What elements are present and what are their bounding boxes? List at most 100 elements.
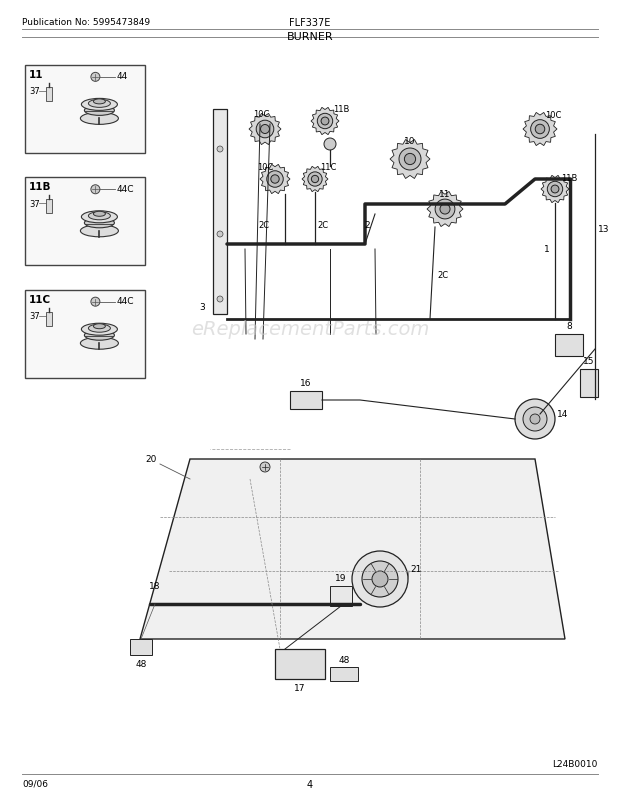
- Circle shape: [256, 121, 274, 139]
- Bar: [25, 290, 145, 379]
- Ellipse shape: [94, 324, 105, 330]
- Ellipse shape: [81, 338, 118, 350]
- Circle shape: [217, 232, 223, 237]
- Text: 44C: 44C: [117, 297, 135, 306]
- Text: 2C: 2C: [317, 221, 328, 229]
- Circle shape: [530, 415, 540, 424]
- Text: 11: 11: [29, 70, 43, 79]
- Polygon shape: [541, 176, 569, 204]
- Text: 09/06: 09/06: [22, 779, 48, 788]
- Bar: [275, 649, 325, 679]
- Text: L24B0010: L24B0010: [552, 759, 598, 768]
- Bar: [46, 312, 52, 326]
- Text: 37: 37: [29, 200, 40, 209]
- Text: 37: 37: [29, 87, 40, 96]
- Circle shape: [308, 172, 322, 187]
- Text: 2C: 2C: [259, 221, 270, 229]
- Text: 48: 48: [135, 659, 147, 668]
- Ellipse shape: [81, 212, 117, 224]
- Ellipse shape: [81, 99, 117, 111]
- Bar: [213, 110, 227, 314]
- Polygon shape: [260, 165, 290, 194]
- Text: 44C: 44C: [117, 184, 135, 193]
- Circle shape: [531, 120, 549, 140]
- Text: 48: 48: [339, 655, 350, 664]
- Text: 20: 20: [145, 455, 156, 464]
- Bar: [580, 370, 598, 398]
- Circle shape: [317, 114, 333, 130]
- Ellipse shape: [81, 225, 118, 237]
- Circle shape: [260, 463, 270, 472]
- Circle shape: [321, 118, 329, 126]
- Ellipse shape: [84, 330, 115, 341]
- Text: 11B: 11B: [561, 174, 577, 183]
- Ellipse shape: [81, 113, 118, 125]
- Circle shape: [535, 125, 545, 135]
- Text: 19: 19: [335, 573, 347, 582]
- Circle shape: [399, 149, 421, 171]
- Circle shape: [91, 298, 100, 307]
- Text: 16: 16: [300, 379, 312, 387]
- Text: 13: 13: [598, 225, 609, 234]
- Circle shape: [362, 561, 398, 597]
- Bar: [290, 391, 322, 410]
- Polygon shape: [311, 108, 339, 136]
- Text: 17: 17: [294, 683, 306, 692]
- Circle shape: [404, 154, 415, 165]
- Circle shape: [440, 205, 450, 215]
- Text: 8: 8: [566, 322, 572, 330]
- Ellipse shape: [89, 325, 110, 333]
- Ellipse shape: [81, 324, 117, 336]
- Circle shape: [217, 147, 223, 153]
- Circle shape: [217, 297, 223, 302]
- Text: 44: 44: [117, 72, 128, 81]
- Text: 10C: 10C: [253, 110, 269, 119]
- Circle shape: [547, 182, 563, 197]
- Text: 1: 1: [544, 245, 550, 254]
- Circle shape: [311, 176, 319, 184]
- Text: 11C: 11C: [29, 294, 51, 304]
- Polygon shape: [390, 140, 430, 180]
- Text: 18: 18: [149, 581, 161, 590]
- Polygon shape: [140, 460, 565, 639]
- Bar: [46, 200, 52, 214]
- Text: Publication No: 5995473849: Publication No: 5995473849: [22, 18, 150, 27]
- Circle shape: [91, 73, 100, 83]
- Circle shape: [515, 399, 555, 439]
- Ellipse shape: [89, 100, 110, 108]
- Ellipse shape: [84, 218, 115, 229]
- Text: 15: 15: [583, 357, 595, 366]
- Text: eReplacementParts.com: eReplacementParts.com: [191, 320, 429, 339]
- Ellipse shape: [94, 99, 105, 105]
- Text: 10C: 10C: [545, 111, 561, 119]
- Text: FLF337E: FLF337E: [290, 18, 330, 28]
- Circle shape: [324, 139, 336, 151]
- Text: 10: 10: [404, 137, 416, 146]
- Circle shape: [372, 571, 388, 587]
- Bar: [555, 334, 583, 357]
- Text: 2C: 2C: [437, 270, 448, 279]
- Text: 11B: 11B: [29, 182, 51, 192]
- Text: 3: 3: [199, 303, 205, 312]
- Circle shape: [523, 407, 547, 431]
- Polygon shape: [523, 113, 557, 147]
- Circle shape: [91, 185, 100, 195]
- Ellipse shape: [89, 213, 110, 221]
- Circle shape: [435, 200, 455, 220]
- Bar: [46, 87, 52, 102]
- Bar: [330, 667, 358, 681]
- Text: BURNER: BURNER: [286, 32, 334, 42]
- Text: 2: 2: [365, 221, 370, 229]
- Polygon shape: [249, 114, 281, 145]
- Text: 4: 4: [307, 779, 313, 789]
- Text: 37: 37: [29, 312, 40, 321]
- Polygon shape: [302, 167, 328, 192]
- Bar: [25, 178, 145, 266]
- Ellipse shape: [84, 106, 115, 116]
- Circle shape: [260, 125, 270, 134]
- Text: 11C: 11C: [320, 163, 337, 172]
- Text: 10C: 10C: [257, 163, 273, 172]
- Circle shape: [267, 172, 283, 188]
- Bar: [330, 586, 352, 606]
- Bar: [130, 639, 152, 655]
